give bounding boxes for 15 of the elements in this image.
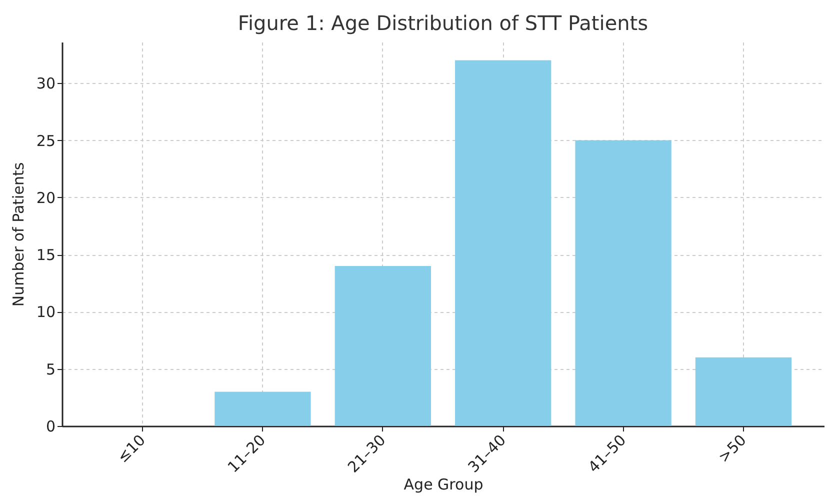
y-tick-label: 25 — [36, 132, 56, 150]
y-tick-label: 10 — [36, 303, 56, 322]
x-axis-title: Age Group — [404, 475, 484, 494]
y-tick-label: 20 — [36, 188, 56, 207]
bar — [455, 60, 552, 426]
bar — [214, 392, 311, 426]
y-tick-label: 0 — [46, 418, 56, 436]
y-tick-label: 15 — [36, 246, 56, 264]
bar — [575, 140, 672, 426]
y-tick-label: 30 — [36, 74, 56, 93]
y-tick-label: 5 — [46, 360, 56, 378]
y-axis-title: Number of Patients — [9, 162, 28, 307]
bar — [695, 357, 792, 426]
chart-title: Figure 1: Age Distribution of STT Patients — [238, 11, 648, 35]
bar — [334, 266, 431, 426]
